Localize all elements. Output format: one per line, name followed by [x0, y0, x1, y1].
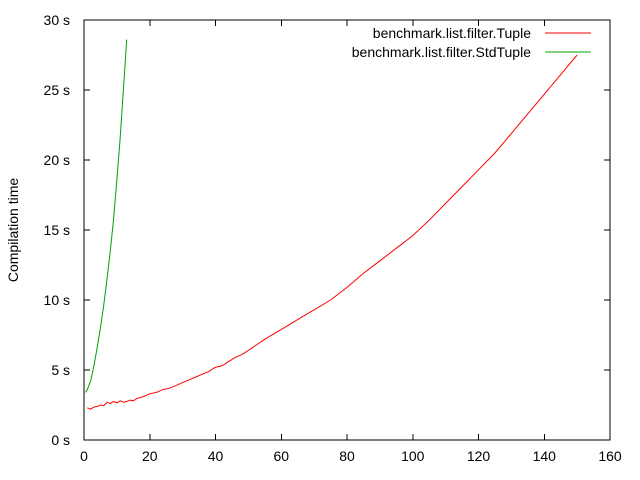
- axes: [83, 19, 611, 441]
- series-line-1: [87, 54, 578, 410]
- axis-tick-labels: 0 20 40 60 80 100 120 140 160 0 s 5 s 10 s 15 s 20 s 2…: [44, 12, 622, 464]
- x-tick-label: 40: [208, 448, 224, 464]
- legend: benchmark.list.filter.Tuple benchmark.lis…: [352, 25, 591, 60]
- y-tick-label: 25 s: [44, 82, 70, 98]
- y-tick-label: 5 s: [51, 362, 70, 378]
- y-tick-label: 10 s: [44, 292, 70, 308]
- x-tick-label: 100: [401, 448, 425, 464]
- y-tick-label: 15 s: [44, 222, 70, 238]
- x-tick-label: 0: [80, 448, 88, 464]
- plot-frame: [83, 19, 611, 441]
- x-tick-label: 20: [142, 448, 158, 464]
- series-line-2: [85, 39, 128, 393]
- x-tick-label: 60: [273, 448, 289, 464]
- legend-label: benchmark.list.filter.StdTuple: [352, 44, 531, 60]
- legend-label: benchmark.list.filter.Tuple: [373, 25, 531, 41]
- x-tick-label: 140: [533, 448, 557, 464]
- y-tick-label: 20 s: [44, 152, 70, 168]
- axis-ticks: [83, 19, 611, 441]
- x-tick-label: 80: [339, 448, 355, 464]
- y-axis-title: Compilation time: [5, 178, 21, 282]
- y-tick-label: 30 s: [44, 12, 70, 28]
- x-tick-label: 120: [467, 448, 491, 464]
- series-lines: [85, 39, 578, 410]
- x-tick-label: 160: [598, 448, 622, 464]
- y-tick-label: 0 s: [51, 432, 70, 448]
